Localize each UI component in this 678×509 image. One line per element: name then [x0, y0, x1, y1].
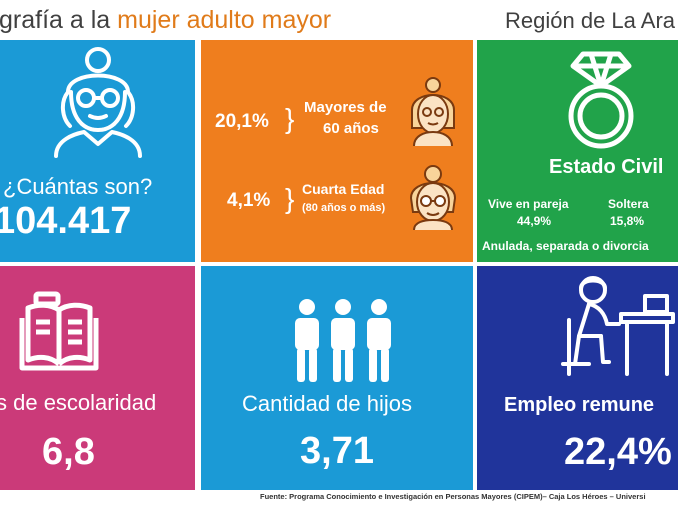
schooling-tile: s de escolaridad 6,8 — [0, 266, 195, 490]
age-60-brace: } — [285, 103, 295, 134]
schooling-label: s de escolaridad — [0, 390, 157, 415]
employment-value: 22,4% — [564, 431, 672, 473]
civil-col1-label: Vive en pareja — [488, 197, 569, 211]
title-prefix: grafía a la — [0, 6, 118, 34]
civil-col2-label: Soltera — [608, 197, 649, 211]
count-label: ¿Cuántas son? — [3, 174, 153, 199]
title-highlight: mujer adulto mayor — [117, 6, 332, 34]
region-label: Región de La Ara — [505, 8, 676, 33]
age-80-label-line1: Cuarta Edad — [302, 181, 385, 197]
woman-at-desk-icon — [561, 276, 675, 376]
age-80-brace: } — [285, 183, 295, 214]
age-60-label-line1: Mayores de — [304, 99, 387, 116]
count-tile: ¿Cuántas son? 104.417 — [0, 40, 195, 262]
civil-col1-value: 44,9% — [517, 214, 552, 228]
elderly-woman-icon — [54, 47, 142, 158]
children-label: Cantidad de hijos — [242, 391, 413, 416]
book-icon — [19, 291, 99, 371]
schooling-value: 6,8 — [42, 431, 95, 473]
age-80-value: 4,1% — [227, 190, 271, 211]
age-groups-tile: 20,1% } Mayores de 60 años 4,1% } Cuarta… — [201, 40, 473, 262]
civil-note: Anulada, separada o divorcia — [482, 239, 649, 253]
employment-label: Empleo remune — [504, 394, 655, 416]
people-icon — [295, 299, 391, 382]
count-value: 104.417 — [0, 200, 132, 242]
civil-title: Estado Civil — [549, 156, 664, 178]
age-60-value: 20,1% — [215, 111, 269, 132]
elderly-woman-face-icon — [411, 77, 455, 146]
civil-col2-value: 15,8% — [610, 214, 645, 228]
page-title: grafía a la mujer adulto mayor — [0, 6, 331, 35]
civil-status-tile: Estado Civil Vive en pareja 44,9% Solter… — [477, 40, 678, 262]
employment-tile: Empleo remune 22,4% — [477, 266, 678, 490]
age-80-label-line2: (80 años o más) — [302, 202, 386, 214]
header: grafía a la mujer adulto mayor Región de… — [0, 0, 678, 40]
ring-icon — [568, 51, 634, 149]
elderly-woman-glasses-icon — [409, 165, 457, 230]
age-60-label-line2: 60 años — [323, 120, 379, 137]
children-tile: Cantidad de hijos 3,71 — [201, 266, 473, 490]
children-value: 3,71 — [300, 430, 374, 472]
source-footnote: Fuente: Programa Conocimiento e Investig… — [260, 492, 646, 501]
